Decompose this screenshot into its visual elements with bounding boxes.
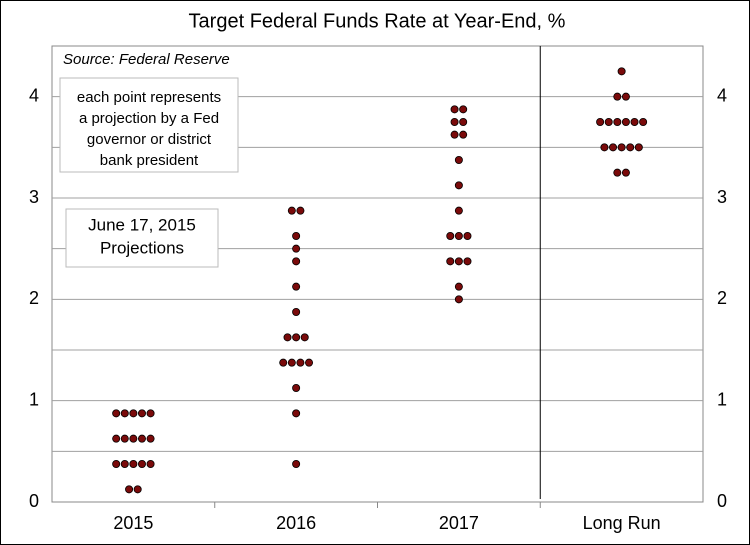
dot bbox=[292, 282, 301, 291]
dot bbox=[146, 459, 155, 468]
dot bbox=[292, 409, 301, 418]
annotation-text: a projection by a Fed bbox=[79, 110, 219, 127]
dot bbox=[454, 282, 463, 291]
annotation-text: Projections bbox=[100, 238, 184, 257]
annotation-text: each point represents bbox=[77, 89, 221, 106]
dot bbox=[459, 118, 468, 127]
y2-tick-label: 4 bbox=[717, 85, 727, 105]
dot bbox=[137, 434, 146, 443]
dot bbox=[450, 130, 459, 139]
dot bbox=[296, 358, 305, 367]
annotation-text: June 17, 2015 bbox=[88, 215, 196, 234]
y2-tick-label: 3 bbox=[717, 187, 727, 207]
x-tick-label: 2016 bbox=[276, 513, 316, 533]
annotation-box bbox=[65, 208, 219, 268]
dot bbox=[630, 118, 639, 127]
dot bbox=[454, 295, 463, 304]
dot bbox=[129, 434, 138, 443]
dot bbox=[296, 206, 305, 215]
dot bbox=[613, 168, 622, 177]
dot bbox=[617, 67, 626, 76]
chart-title: Target Federal Funds Rate at Year-End, % bbox=[189, 10, 566, 32]
dot bbox=[146, 409, 155, 418]
dot bbox=[112, 434, 121, 443]
dot bbox=[305, 358, 314, 367]
x-tick-label: Long Run bbox=[583, 513, 661, 533]
dot bbox=[600, 143, 609, 152]
source: Source: Federal Reserve bbox=[63, 51, 230, 68]
dot bbox=[454, 155, 463, 164]
dot bbox=[137, 459, 146, 468]
dot bbox=[120, 409, 129, 418]
dot bbox=[292, 383, 301, 392]
dot bbox=[459, 130, 468, 139]
dot bbox=[446, 257, 455, 266]
dot bbox=[446, 231, 455, 240]
dot bbox=[621, 118, 630, 127]
dot bbox=[604, 118, 613, 127]
dot bbox=[454, 257, 463, 266]
dot bbox=[459, 105, 468, 114]
dot bbox=[613, 118, 622, 127]
dot bbox=[120, 434, 129, 443]
y-tick-label: 1 bbox=[29, 389, 39, 409]
dot bbox=[450, 118, 459, 127]
annotation-box bbox=[59, 77, 239, 173]
annotation-text: governor or district bbox=[87, 131, 212, 148]
dot bbox=[454, 231, 463, 240]
dot bbox=[133, 485, 142, 494]
dot bbox=[292, 333, 301, 342]
dot bbox=[639, 118, 648, 127]
dot bbox=[137, 409, 146, 418]
dot bbox=[287, 206, 296, 215]
dot bbox=[292, 231, 301, 240]
dot bbox=[300, 333, 309, 342]
dot bbox=[292, 459, 301, 468]
dot bbox=[279, 358, 288, 367]
dot bbox=[120, 459, 129, 468]
dot bbox=[621, 92, 630, 101]
dot bbox=[287, 358, 296, 367]
dot bbox=[112, 459, 121, 468]
dot bbox=[129, 459, 138, 468]
y-tick-label: 4 bbox=[29, 85, 39, 105]
dot bbox=[450, 105, 459, 114]
y2-tick-label: 1 bbox=[717, 389, 727, 409]
dot bbox=[112, 409, 121, 418]
x-tick-label: 2015 bbox=[113, 513, 153, 533]
y-tick-label: 3 bbox=[29, 187, 39, 207]
dot bbox=[596, 118, 605, 127]
dot bbox=[292, 244, 301, 253]
dot bbox=[621, 168, 630, 177]
dot bbox=[613, 92, 622, 101]
dot bbox=[454, 181, 463, 190]
dot bbox=[292, 307, 301, 316]
y-tick-label: 0 bbox=[29, 491, 39, 511]
y2-tick-label: 0 bbox=[717, 491, 727, 511]
dot bbox=[617, 143, 626, 152]
y-tick-label: 2 bbox=[29, 288, 39, 308]
dot bbox=[454, 206, 463, 215]
annotation-text: bank president bbox=[100, 152, 199, 169]
dot bbox=[125, 485, 134, 494]
dot bbox=[129, 409, 138, 418]
dot bbox=[463, 257, 472, 266]
dot bbox=[283, 333, 292, 342]
dot bbox=[463, 231, 472, 240]
y2-tick-label: 2 bbox=[717, 288, 727, 308]
dot bbox=[292, 257, 301, 266]
dot bbox=[634, 143, 643, 152]
dot bbox=[609, 143, 618, 152]
dot bbox=[146, 434, 155, 443]
dot bbox=[626, 143, 635, 152]
x-tick-label: 2017 bbox=[439, 513, 479, 533]
